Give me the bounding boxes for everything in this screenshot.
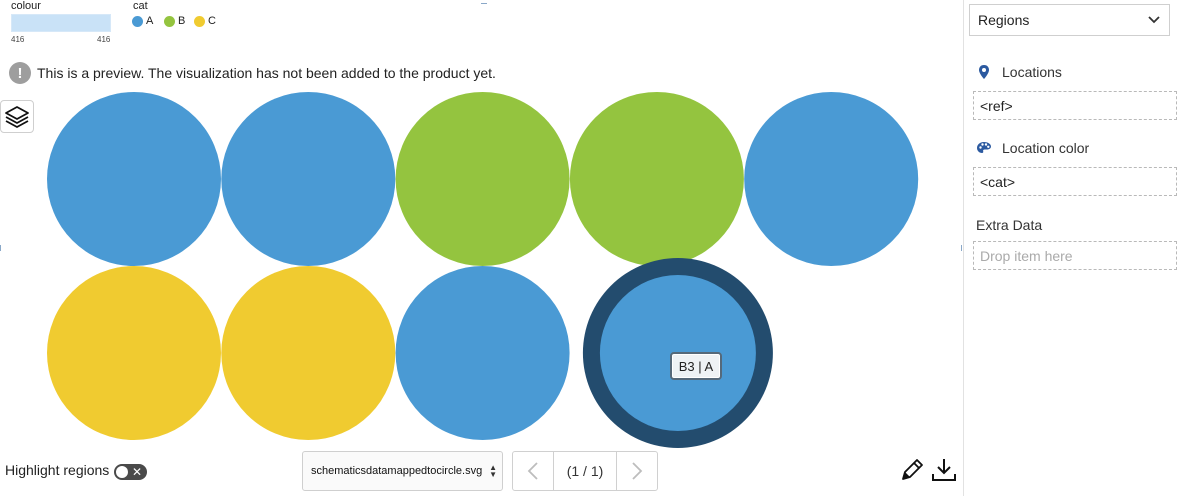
legend-label-c: C: [208, 15, 216, 27]
previous-page-button[interactable]: [513, 452, 553, 490]
extra-data-section: Extra Data: [976, 217, 1042, 233]
region-circle[interactable]: [744, 92, 919, 266]
preview-notice: ! This is a preview. The visualization h…: [9, 62, 496, 84]
region-circle[interactable]: [395, 92, 570, 266]
layers-button[interactable]: [0, 100, 34, 133]
legend-dot-a: [132, 15, 143, 27]
cat-legend-title: cat: [133, 0, 148, 12]
chevron-down-icon: [1148, 16, 1160, 24]
legend-dot-c: [194, 15, 205, 27]
map-pin-icon: [979, 65, 989, 79]
region-circle[interactable]: [47, 266, 221, 440]
file-select-value: schematicsdatamappedtocircle.svg: [311, 465, 483, 477]
select-arrows-icon: ▲ ▼: [489, 463, 497, 479]
legend-label-a: A: [146, 15, 154, 27]
pager: (1 / 1): [512, 451, 658, 491]
next-page-button[interactable]: [617, 452, 657, 490]
info-icon: !: [9, 62, 31, 84]
colour-min-label: 416: [11, 35, 25, 44]
location-color-label: Location color: [1002, 140, 1090, 156]
schematic-visualization: [47, 92, 919, 448]
file-select[interactable]: schematicsdatamappedtocircle.svg ▲ ▼: [302, 451, 503, 491]
locations-label: Locations: [1002, 64, 1062, 80]
extra-data-label: Extra Data: [976, 217, 1043, 233]
legend-item-a: A: [132, 14, 153, 28]
legend-item-c: C: [194, 14, 216, 28]
colour-legend-title: colour: [11, 0, 41, 12]
locations-field[interactable]: <ref>: [973, 91, 1177, 120]
toggle-off-icon: ✕: [131, 465, 142, 479]
pencil-icon[interactable]: [899, 457, 925, 483]
page-indicator: (1 / 1): [553, 452, 617, 490]
right-edge-marker: [961, 245, 965, 251]
region-circle[interactable]: [221, 266, 396, 440]
region-circle[interactable]: [569, 92, 744, 266]
region-tooltip: B3 | A: [670, 352, 722, 380]
region-circle[interactable]: [47, 92, 221, 266]
chevron-left-icon: [527, 462, 538, 480]
highlight-regions-toggle[interactable]: ✕: [114, 464, 147, 480]
left-edge-marker: [0, 245, 4, 251]
location-color-field[interactable]: <cat>: [973, 167, 1177, 196]
legend-label-b: B: [178, 15, 186, 27]
colour-max-label: 416: [97, 35, 111, 44]
legend-dot-b: [164, 15, 175, 27]
location-color-section: Location color: [976, 140, 1089, 156]
preview-notice-text: This is a preview. The visualization has…: [37, 65, 496, 81]
region-circle[interactable]: [221, 92, 396, 266]
locations-section: Locations: [976, 64, 1062, 80]
layers-icon: [5, 105, 29, 128]
chevron-right-icon: [632, 462, 643, 480]
download-icon[interactable]: [931, 457, 957, 483]
legend-item-b: B: [164, 14, 185, 28]
palette-icon: [977, 142, 991, 153]
settings-panel: Regions Locations <ref> Location color <…: [963, 0, 1181, 496]
layer-type-dropdown[interactable]: Regions: [969, 4, 1170, 36]
extra-data-drop-zone[interactable]: Drop item here: [973, 241, 1177, 270]
region-circle[interactable]: [395, 266, 570, 440]
layer-type-value: Regions: [978, 12, 1030, 28]
top-edge-marker: [481, 0, 487, 4]
toggle-knob: [116, 466, 128, 478]
highlight-regions-label: Highlight regions: [5, 462, 110, 478]
colour-gradient-bar: [11, 14, 111, 32]
